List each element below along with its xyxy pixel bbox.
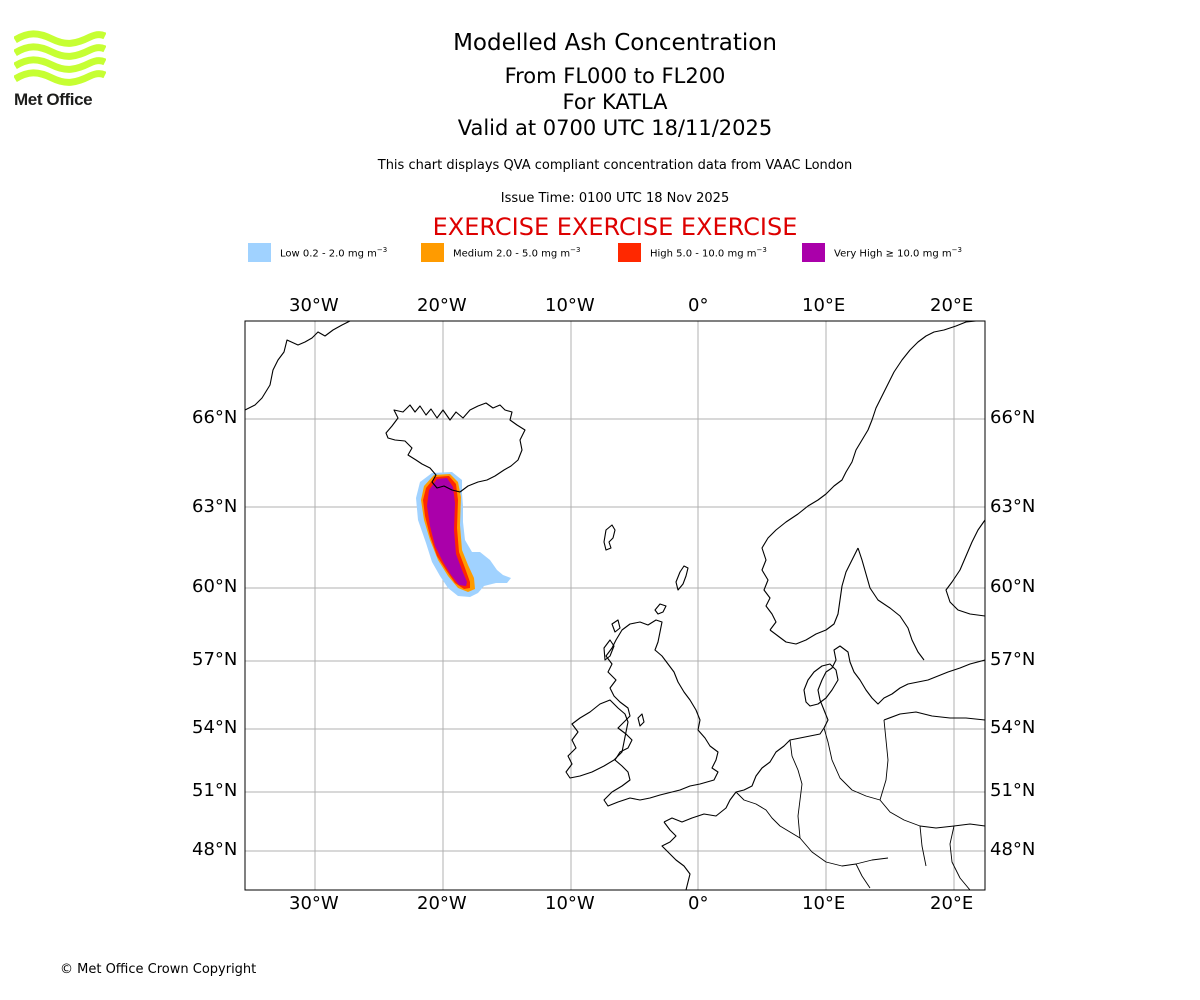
lon-label-bottom: 20°W [417, 893, 467, 914]
coastlines [245, 321, 985, 890]
legend-item-high: High 5.0 - 10.0 mg m−3 [618, 243, 767, 262]
great-britain-coast [603, 619, 719, 807]
lon-label-top: 20°E [930, 295, 974, 316]
chart-description: This chart displays QVA compliant concen… [377, 158, 853, 173]
legend-label-very-high: Very High ≥ 10.0 mg m−3 [834, 245, 962, 260]
flight-level-range: From FL000 to FL200 [504, 64, 726, 88]
faroe-islands [603, 524, 616, 551]
logo-wave [14, 30, 106, 47]
greenland-coast [245, 321, 351, 411]
legend-label-medium: Medium 2.0 - 5.0 mg m−3 [453, 245, 581, 260]
lon-label-bottom: 20°E [930, 893, 974, 914]
volcano-name: For KATLA [562, 90, 668, 114]
brittany-coast [661, 821, 691, 890]
lat-label-left: 48°N [192, 839, 238, 860]
denmark-coast [803, 663, 839, 707]
sweden-east-coast [857, 547, 925, 661]
legend-label-low: Low 0.2 - 2.0 mg m−3 [280, 245, 388, 260]
lat-label-right: 48°N [990, 839, 1036, 860]
logo-wave [14, 69, 106, 86]
lat-label-right: 63°N [990, 496, 1036, 517]
ash-plume [416, 472, 511, 597]
lat-label-right: 66°N [990, 407, 1036, 428]
orkney-islands [654, 603, 667, 615]
issue-time: Issue Time: 0100 UTC 18 Nov 2025 [500, 191, 730, 206]
chart-title: Modelled Ash Concentration [453, 30, 777, 56]
hebrides-islands [603, 619, 621, 661]
lat-label-left: 51°N [192, 780, 238, 801]
lon-label-top: 0° [688, 295, 709, 316]
lon-label-bottom: 0° [688, 893, 709, 914]
lat-label-right: 51°N [990, 780, 1036, 801]
lat-label-left: 63°N [192, 496, 238, 517]
lon-label-top: 30°W [289, 295, 339, 316]
exercise-banner: EXERCISE EXERCISE EXERCISE [432, 213, 798, 241]
logo-wave [14, 43, 106, 60]
legend-item-medium: Medium 2.0 - 5.0 mg m−3 [421, 243, 580, 262]
legend-item-low: Low 0.2 - 2.0 mg m−3 [248, 243, 387, 262]
iceland-coast [385, 402, 526, 493]
legend-swatch-high [618, 243, 641, 262]
lat-label-left: 57°N [192, 649, 238, 670]
ash-very-high-area [427, 478, 467, 586]
met-office-waves-icon [14, 30, 106, 86]
graticule [245, 321, 985, 890]
map-frame [244, 320, 986, 891]
continental-europe-coast [663, 645, 985, 823]
lat-label-left: 60°N [192, 576, 238, 597]
finland-coast [945, 519, 985, 617]
southern-norway-coast [769, 547, 859, 645]
lat-label-right: 60°N [990, 576, 1036, 597]
lon-label-top: 10°W [545, 295, 595, 316]
lon-label-top: 10°E [802, 295, 846, 316]
valid-time: Valid at 0700 UTC 18/11/2025 [457, 116, 773, 140]
legend-item-very-high: Very High ≥ 10.0 mg m−3 [802, 243, 962, 262]
country-borders [735, 719, 985, 890]
lon-label-bottom: 10°W [545, 893, 595, 914]
legend-swatch-low [248, 243, 271, 262]
legend-swatch-medium [421, 243, 444, 262]
lon-label-top: 20°W [417, 295, 467, 316]
lat-label-left: 66°N [192, 407, 238, 428]
ireland-coast [565, 699, 629, 779]
met-office-logo-text: Met Office [14, 90, 93, 109]
baltic-coast [883, 711, 985, 721]
lon-label-bottom: 30°W [289, 893, 339, 914]
legend-swatch-very-high [802, 243, 825, 262]
scandinavia-coast [761, 321, 985, 631]
copyright-notice: © Met Office Crown Copyright [60, 962, 257, 977]
lat-label-right: 54°N [990, 717, 1036, 738]
legend-label-high: High 5.0 - 10.0 mg m−3 [650, 245, 767, 260]
isle-of-man [637, 713, 645, 727]
met-office-logo: Met Office [14, 30, 109, 110]
shetland-islands [675, 565, 689, 591]
lat-label-left: 54°N [192, 717, 238, 738]
lat-label-right: 57°N [990, 649, 1036, 670]
lon-label-bottom: 10°E [802, 893, 846, 914]
logo-wave [14, 56, 106, 73]
